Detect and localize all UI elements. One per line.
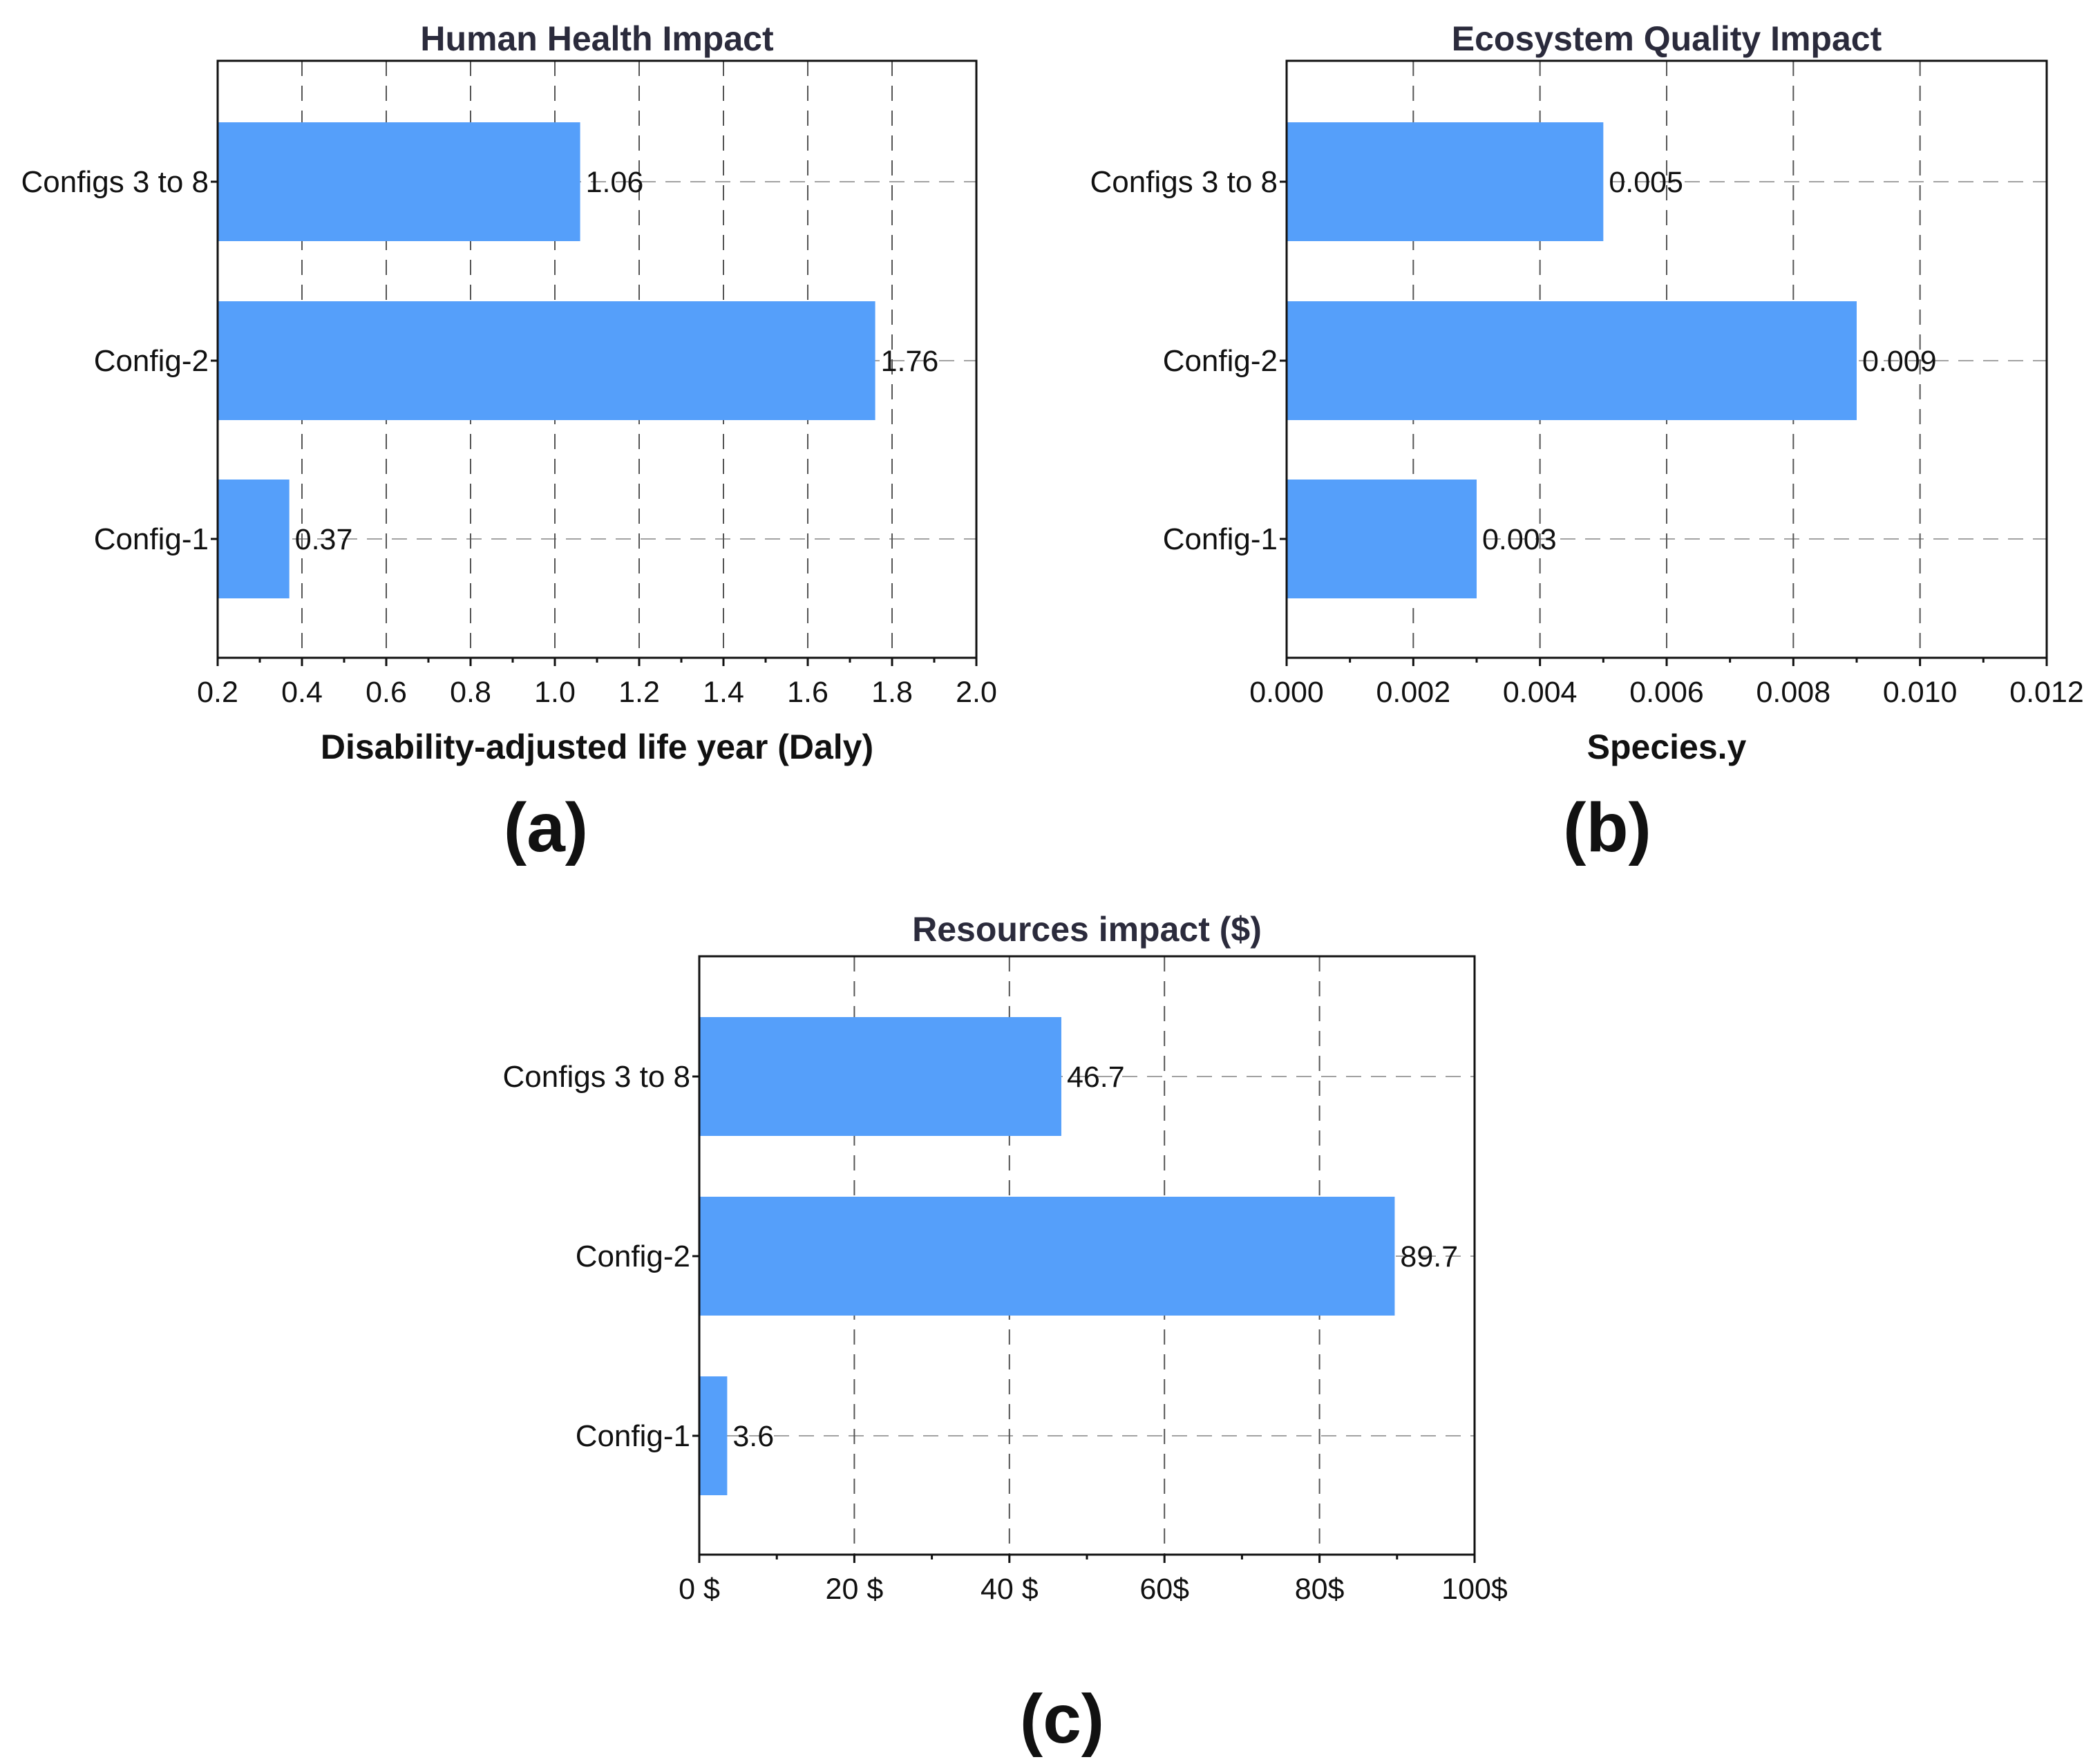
xtick-label-a-5: 1.2: [618, 676, 660, 709]
panel-label-c: (c): [1020, 1680, 1104, 1758]
category-label-b-0: Configs 3 to 8: [1090, 165, 1278, 199]
xtick-label-b-0: 0.000: [1249, 676, 1324, 709]
bar-c-0: [699, 1017, 1061, 1136]
bar-a-0: [218, 122, 580, 241]
xtick-label-c-3: 60$: [1139, 1573, 1189, 1606]
xtick-label-b-5: 0.010: [1883, 676, 1958, 709]
bar-b-0: [1287, 122, 1604, 241]
category-label-c-1: Config-2: [576, 1240, 690, 1273]
category-label-c-0: Configs 3 to 8: [503, 1060, 691, 1094]
category-label-c-2: Config-1: [576, 1419, 690, 1453]
xtick-label-a-2: 0.6: [366, 676, 407, 709]
x-axis-label-b: Species.y: [1587, 728, 1747, 766]
data-label-b-1: 0.009: [1862, 345, 1937, 378]
bar-b-1: [1287, 301, 1857, 420]
xtick-label-c-0: 0 $: [679, 1573, 720, 1606]
x-axis-label-a: Disability-adjusted life year (Daly): [321, 728, 873, 766]
bar-c-1: [699, 1197, 1395, 1316]
xtick-label-c-5: 100$: [1441, 1573, 1508, 1606]
xtick-label-a-0: 0.2: [197, 676, 238, 709]
data-label-c-1: 89.7: [1400, 1240, 1458, 1273]
chart-title-b: Ecosystem Quality Impact: [1452, 19, 1882, 58]
category-label-a-1: Config-2: [94, 344, 209, 378]
xtick-label-b-1: 0.002: [1376, 676, 1451, 709]
chart-title-c: Resources impact ($): [912, 910, 1262, 949]
data-label-a-1: 1.76: [881, 345, 939, 378]
xtick-label-a-3: 0.8: [450, 676, 491, 709]
bar-a-2: [218, 480, 290, 598]
data-label-b-0: 0.005: [1609, 166, 1683, 199]
bar-b-2: [1287, 480, 1477, 598]
panel-label-a: (a): [504, 789, 588, 866]
xtick-label-b-2: 0.004: [1503, 676, 1578, 709]
panel-label-b: (b): [1563, 789, 1651, 866]
bar-c-2: [699, 1376, 728, 1495]
category-label-b-2: Config-1: [1163, 522, 1278, 556]
chart-title-a: Human Health Impact: [420, 19, 774, 58]
chart-a: 1.06 1.76 0.37 Configs 3 to 8 Config-2 Config…: [21, 19, 997, 866]
xtick-label-a-1: 0.4: [281, 676, 323, 709]
category-label-a-0: Configs 3 to 8: [21, 165, 209, 199]
data-label-c-0: 46.7: [1067, 1061, 1125, 1094]
xtick-label-b-6: 0.012: [2009, 676, 2084, 709]
data-label-c-2: 3.6: [732, 1420, 774, 1453]
chart-c: 46.7 89.7 3.6 Configs 3 to 8 Config-2 Config-…: [503, 910, 1508, 1758]
xtick-label-c-4: 80$: [1295, 1573, 1345, 1606]
xtick-label-a-7: 1.6: [787, 676, 828, 709]
xtick-label-a-8: 1.8: [871, 676, 913, 709]
category-label-a-2: Config-1: [94, 522, 209, 556]
chart-b: 0.005 0.009 0.003 Configs 3 to 8 Config-2 Con…: [1090, 19, 2084, 866]
data-label-a-0: 1.06: [586, 166, 644, 199]
xtick-label-a-4: 1.0: [534, 676, 576, 709]
data-label-a-2: 0.37: [295, 523, 353, 556]
xtick-label-b-3: 0.006: [1629, 676, 1704, 709]
xtick-label-c-2: 40 $: [981, 1573, 1039, 1606]
xtick-label-b-4: 0.008: [1756, 676, 1831, 709]
xtick-label-a-9: 2.0: [956, 676, 997, 709]
xtick-label-a-6: 1.4: [703, 676, 744, 709]
category-label-b-1: Config-2: [1163, 344, 1278, 378]
xtick-label-c-1: 20 $: [826, 1573, 884, 1606]
bar-a-1: [218, 301, 875, 420]
data-label-b-2: 0.003: [1482, 523, 1557, 556]
